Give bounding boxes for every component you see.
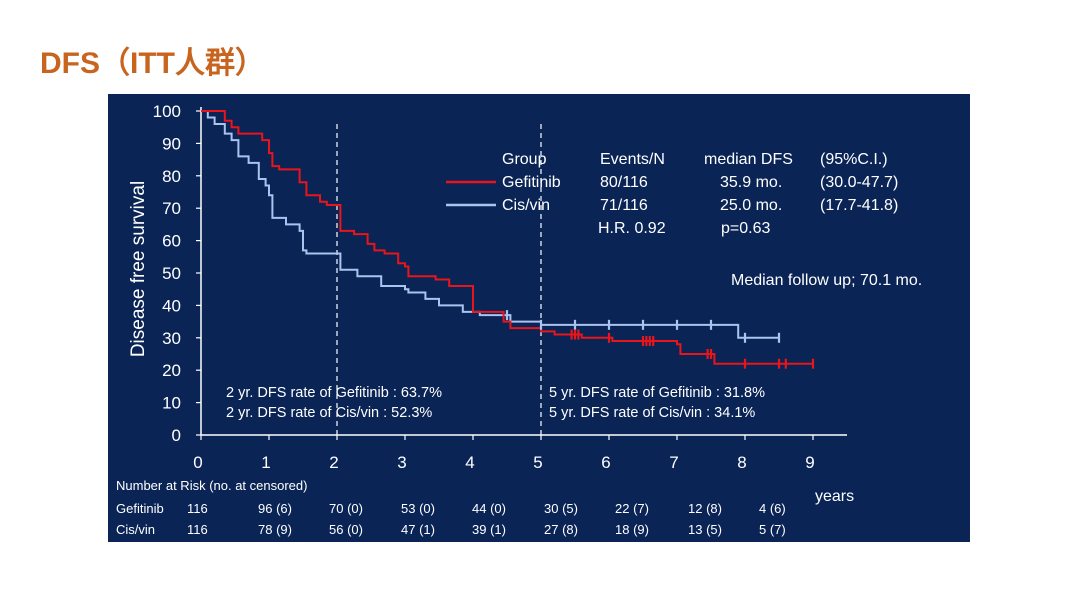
chart-panel: 0 10 20 30 40 50 60 70 80 90 100 0 1 2 3 4 5 6 7 8 9 Disease … (108, 94, 970, 542)
legend-name-gefitinib: Gefitinib (502, 174, 561, 191)
risk-cell-gefitinib: 96 (6) (258, 501, 292, 516)
legend-events-gefitinib: 80/116 (600, 174, 648, 191)
legend-p-value: p=0.63 (721, 220, 770, 237)
risk-cell-gefitinib: 22 (7) (615, 501, 649, 516)
risk-cell-cisvin: 78 (9) (258, 522, 292, 537)
risk-cell-gefitinib: 53 (0) (401, 501, 435, 516)
x-tick-label: 7 (669, 453, 678, 472)
y-tick-label: 60 (162, 232, 181, 251)
y-axis-label: Disease free survival (128, 181, 149, 357)
risk-cell-gefitinib: 30 (5) (544, 501, 578, 516)
y-tick-label: 70 (162, 199, 181, 218)
x-tick-label: 3 (397, 453, 406, 472)
x-axis-label: years (815, 488, 854, 505)
risk-cell-cisvin: 39 (1) (472, 522, 506, 537)
slide-title: DFS（ITT人群） (40, 47, 265, 80)
legend-median-cisvin: 25.0 mo. (720, 197, 782, 214)
risk-row-label-gefitinib: Gefitinib (116, 501, 164, 516)
y-tick-label: 80 (162, 167, 181, 186)
risk-row-label-cisvin: Cis/vin (116, 522, 155, 537)
annotation-2yr-cisvin: 2 yr. DFS rate of Cis/vin : 52.3% (226, 405, 432, 421)
legend-ci-gefitinib: (30.0-47.7) (820, 174, 898, 191)
x-tick-label: 1 (261, 453, 270, 472)
x-tick-label: 9 (805, 453, 814, 472)
y-tick-label: 0 (172, 426, 181, 445)
risk-cell-cisvin: 18 (9) (615, 522, 649, 537)
survival-curve-gefitinib (201, 110, 813, 365)
y-tick-label: 50 (162, 264, 181, 283)
risk-cell-cisvin: 27 (8) (544, 522, 578, 537)
x-tick-label: 6 (601, 453, 610, 472)
x-tick-label: 0 (193, 453, 202, 472)
y-tick-label: 90 (162, 134, 181, 153)
risk-cell-gefitinib: 116 (187, 501, 208, 516)
followup-note: Median follow up; 70.1 mo. (731, 272, 922, 289)
legend-ci-cisvin: (17.7-41.8) (820, 197, 898, 214)
legend-header-group: Group (502, 151, 547, 168)
risk-cell-cisvin: 5 (7) (759, 522, 786, 537)
y-tick-label: 10 (162, 394, 181, 413)
legend-header-events: Events/N (600, 151, 665, 168)
risk-cell-cisvin: 56 (0) (329, 522, 363, 537)
x-tick-label: 5 (533, 453, 542, 472)
risk-cell-cisvin: 13 (5) (688, 522, 722, 537)
y-tick-label: 100 (153, 102, 181, 121)
risk-cell-cisvin: 47 (1) (401, 522, 435, 537)
legend-median-gefitinib: 35.9 mo. (720, 174, 782, 191)
risk-cell-gefitinib: 44 (0) (472, 501, 506, 516)
legend-name-cisvin: Cis/vin (502, 197, 550, 214)
risk-cell-cisvin: 116 (187, 522, 208, 537)
legend-header-median: median DFS (704, 151, 793, 168)
y-tick-label: 20 (162, 361, 181, 380)
y-tick-label: 40 (162, 296, 181, 315)
risk-cell-gefitinib: 70 (0) (329, 501, 363, 516)
annotation-5yr-gefitinib: 5 yr. DFS rate of Gefitinib : 31.8% (549, 385, 765, 401)
risk-cell-gefitinib: 12 (8) (688, 501, 722, 516)
legend-events-cisvin: 71/116 (600, 197, 648, 214)
legend-header-ci: (95%C.I.) (820, 151, 888, 168)
x-tick-label: 4 (465, 453, 474, 472)
x-tick-label: 8 (737, 453, 746, 472)
survival-curve-cisvin (201, 110, 779, 339)
km-chart: 0 10 20 30 40 50 60 70 80 90 100 0 1 2 3 4 5 6 7 8 9 Disease … (116, 102, 922, 537)
x-tick-label: 2 (329, 453, 338, 472)
y-tick-label: 30 (162, 329, 181, 348)
risk-table-header: Number at Risk (no. at censored) (116, 478, 307, 493)
annotation-5yr-cisvin: 5 yr. DFS rate of Cis/vin : 34.1% (549, 405, 755, 421)
legend-hr: H.R. 0.92 (598, 220, 666, 237)
annotation-2yr-gefitinib: 2 yr. DFS rate of Gefitinib : 63.7% (226, 385, 442, 401)
risk-cell-gefitinib: 4 (6) (759, 501, 786, 516)
